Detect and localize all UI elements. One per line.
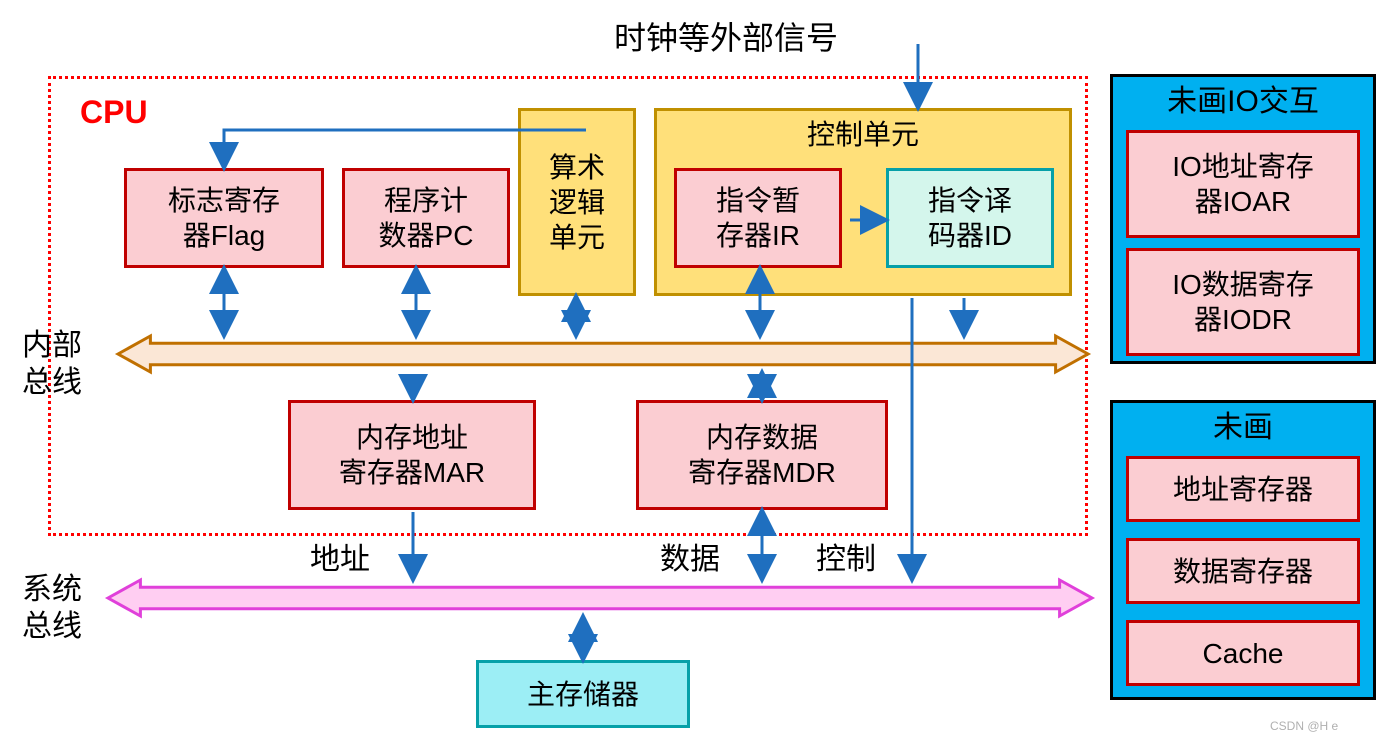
diagram-root: 算术 逻辑 单元控制单元标志寄存 器Flag程序计 数器PC指令暂 存器IR指令… (0, 0, 1382, 742)
arrow-layer (0, 0, 1382, 742)
arrow-1 (224, 130, 586, 166)
